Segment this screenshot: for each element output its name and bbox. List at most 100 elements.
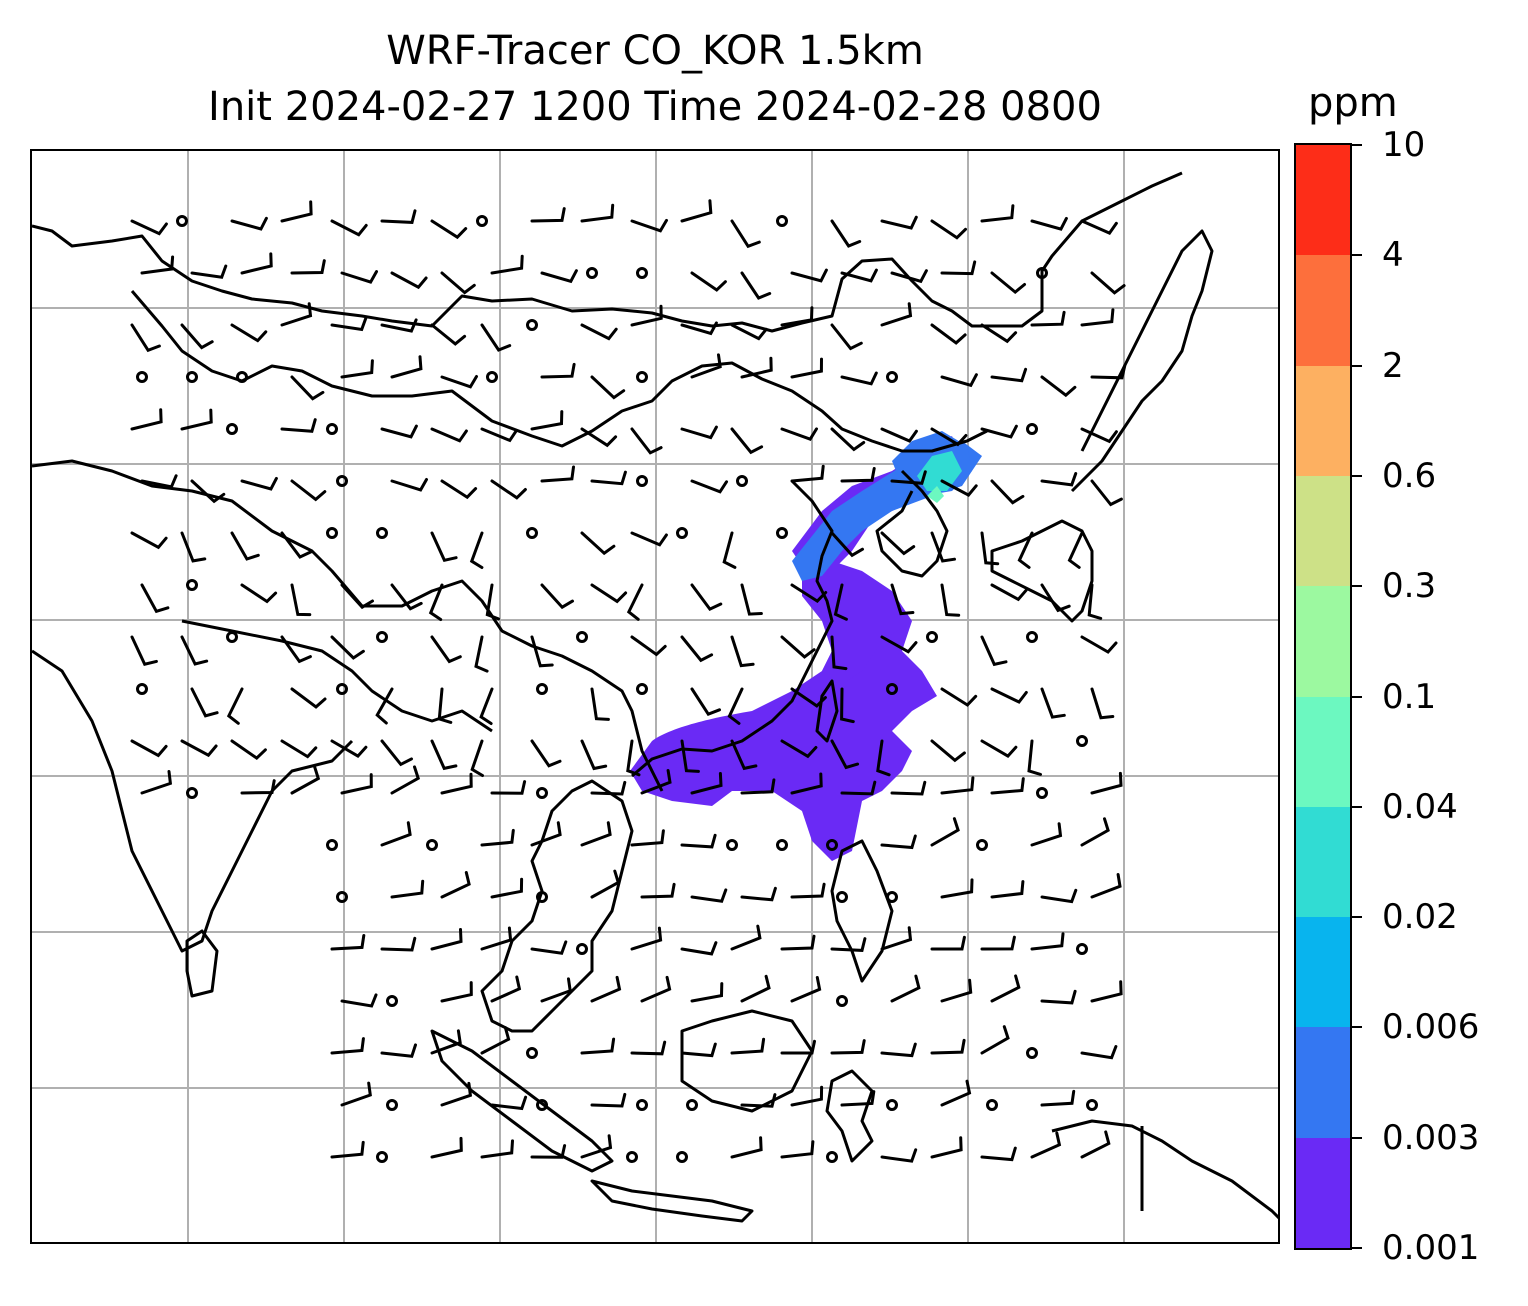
- wind-barb-icon: [626, 583, 644, 621]
- wind-barb-icon: [990, 880, 1025, 899]
- wind-barb-icon: [880, 635, 918, 654]
- calm-wind-circle-icon: [886, 1099, 898, 1111]
- wind-barb-icon: [340, 359, 374, 379]
- wind-barb-icon: [876, 739, 891, 777]
- wind-barb-icon: [290, 687, 327, 709]
- wind-barb-icon: [1030, 1131, 1062, 1159]
- wind-barb-icon: [730, 1136, 763, 1159]
- plume-high-core: [917, 451, 962, 491]
- wind-barb-icon: [880, 1042, 917, 1058]
- wind-barb-icon: [280, 531, 313, 559]
- wind-barb-icon: [680, 833, 717, 849]
- calm-wind-circle-icon: [776, 527, 788, 539]
- wind-barb-icon: [690, 583, 723, 611]
- calm-wind-circle-icon: [736, 475, 748, 487]
- wind-barb-icon: [940, 373, 978, 388]
- wind-barb-icon: [690, 479, 728, 494]
- calm-wind-circle-icon: [336, 683, 348, 695]
- calm-wind-circle-icon: [136, 683, 148, 695]
- wind-barb-icon: [540, 362, 576, 379]
- wind-barb-icon: [730, 219, 761, 249]
- wind-barb-icon: [140, 474, 178, 489]
- wind-barb-icon: [490, 877, 524, 899]
- wind-barb-icon: [490, 254, 524, 275]
- tracer-plume: [630, 431, 982, 861]
- calm-wind-circle-icon: [376, 631, 388, 643]
- calm-wind-circle-icon: [336, 891, 348, 903]
- wind-barb-icon: [940, 1079, 972, 1107]
- borneo: [680, 1009, 814, 1113]
- wind-barb-icon: [880, 302, 913, 327]
- calm-wind-circle-icon: [526, 319, 538, 331]
- calm-wind-circle-icon: [386, 995, 398, 1007]
- wind-barb-icon: [330, 1037, 365, 1055]
- calm-wind-circle-icon: [1086, 1099, 1098, 1111]
- title-line-2: Init 2024-02-27 1200 Time 2024-02-28 080…: [208, 84, 1102, 130]
- wind-barb-icon: [840, 1090, 876, 1107]
- wind-barb-icon: [430, 928, 463, 951]
- calm-wind-circle-icon: [686, 1099, 698, 1111]
- wind-barb-icon: [380, 1043, 417, 1058]
- wind-barb-icon: [340, 270, 378, 284]
- wind-barb-icon: [485, 583, 500, 621]
- wind-barb-icon: [640, 882, 676, 899]
- wind-barb-icon: [330, 635, 365, 660]
- wind-barb-icon: [730, 924, 762, 951]
- wind-barb-icon: [330, 1140, 365, 1159]
- colorbar-segment: [1296, 806, 1350, 918]
- calm-wind-circle-icon: [1026, 631, 1038, 643]
- wind-barb-icon: [680, 425, 718, 440]
- wind-barb-icon: [740, 778, 776, 795]
- wind-barb-icon: [280, 200, 313, 223]
- colorbar-segment: [1296, 585, 1350, 697]
- calm-wind-circle-icon: [376, 527, 388, 539]
- wind-barb-icon: [580, 739, 608, 771]
- wind-barb-icon: [180, 739, 218, 758]
- sulawesi: [825, 1069, 874, 1163]
- wind-barb-icon: [780, 1039, 816, 1055]
- tibet-border: [181, 619, 493, 733]
- calm-wind-circle-icon: [326, 527, 338, 539]
- wind-barb-icon: [430, 427, 468, 443]
- wind-barb-icon: [580, 203, 615, 223]
- wind-barb-icon: [390, 765, 421, 795]
- wind-barb-icon: [530, 940, 568, 955]
- coastlines: [32, 171, 1278, 1223]
- wind-barb-icon: [580, 1037, 616, 1055]
- sumatra: [430, 1029, 614, 1173]
- calm-wind-circle-icon: [536, 1099, 548, 1111]
- wind-barb-icon: [480, 1139, 514, 1159]
- wind-barb-icon: [740, 886, 777, 902]
- wind-barb-icon: [630, 1040, 667, 1056]
- wind-barb-icon: [480, 323, 512, 352]
- wind-barb-icon: [630, 304, 663, 327]
- colorbar-tick: [1352, 695, 1362, 698]
- calm-wind-circle-icon: [426, 839, 438, 851]
- wind-barb-icon: [280, 635, 312, 664]
- colorbar-tick: [1352, 1026, 1362, 1029]
- calm-wind-circle-icon: [1036, 267, 1048, 279]
- siberia-coast: [32, 171, 1183, 333]
- colorbar-tick: [1352, 474, 1362, 477]
- wind-barb-icon: [630, 635, 667, 657]
- wind-barb-icon: [590, 470, 627, 486]
- calm-wind-circle-icon: [1026, 423, 1038, 435]
- wind-barb-icon: [680, 941, 718, 956]
- wind-barb-icon: [230, 531, 260, 561]
- wind-barb-icon: [1040, 1089, 1076, 1107]
- wind-barb-icon: [240, 583, 278, 604]
- map-canvas: [32, 151, 1278, 1242]
- wind-barb-icon: [180, 323, 214, 350]
- colorbar-segment: [1296, 144, 1350, 256]
- calm-wind-circle-icon: [336, 475, 348, 487]
- wind-barb-icon: [790, 268, 828, 283]
- wind-barb-icon: [830, 427, 866, 452]
- wind-barb-icon: [480, 828, 515, 847]
- wind-barb-icon: [340, 773, 373, 795]
- wind-barb-icon: [930, 1136, 963, 1159]
- india-coast: [32, 649, 354, 953]
- wind-barb-icon: [430, 739, 458, 771]
- calm-wind-circle-icon: [1076, 943, 1088, 955]
- wind-barb-icon: [140, 583, 170, 614]
- calm-wind-circle-icon: [636, 683, 648, 695]
